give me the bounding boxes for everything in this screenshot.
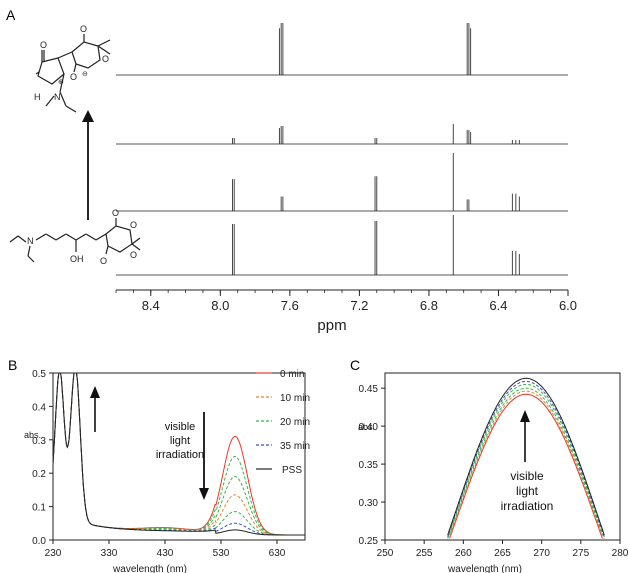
structure-bottom [9,218,141,263]
structure-top [35,34,111,113]
chart-c-xtick-label: 250 [377,548,394,559]
legend-label-pss: PSS [282,465,302,476]
svg-text:O: O [130,250,137,260]
nmr-axis-label: ppm [317,317,346,334]
svg-text:H: H [34,92,41,102]
chart-b-ytick-label: 0.2 [32,469,46,480]
chart-c-xlabel: wavelength (nm) [447,564,522,573]
svg-text:O: O [102,54,109,64]
svg-text:N: N [27,236,34,246]
chart-c-series-line [449,387,603,536]
svg-text:O: O [100,256,107,266]
chart-b-xtick-label: 230 [45,548,62,559]
chart-c-series-line [449,393,603,539]
chart-c-series-line [447,377,605,536]
chart-b-ytick-label: 0.3 [32,436,46,447]
chart-c-xtick-label: 280 [612,548,629,559]
legend-label-0min: 0 min [280,369,304,380]
chart-c-ytick-label: 0.30 [359,498,379,509]
legend-label-20min: 20 min [280,417,310,428]
nmr-tick-label: 6.8 [420,298,438,313]
chart-c-ytick-label: 0.45 [359,384,379,395]
svg-text:O: O [80,24,87,34]
svg-text:O: O [112,208,119,218]
chart-b-xtick-label: 630 [269,548,286,559]
chart-c: 0.25 0.30 0.35 0.40 0.45 250 255 260 265 270 275 28… [359,372,629,559]
chart-b: 0.0 0.1 0.2 0.3 0.4 0.5 230 330 430 530 630 [32,369,306,559]
chart-b-ytick-label: 0.4 [32,402,46,413]
legend-label-35min: 35 min [280,441,310,452]
chart-c-annotation-line-2: light [516,484,539,498]
chart-c-xtick-label: 270 [533,548,550,559]
svg-text:O: O [130,220,137,230]
svg-text:OH: OH [70,254,84,264]
nmr-tick-label: 8.4 [142,298,160,313]
svg-text:⊖: ⊖ [82,71,88,78]
chart-c-xtick-label: 275 [572,548,589,559]
chart-c-ytick-label: 0.25 [359,536,379,547]
chart-c-xtick-label: 260 [455,548,472,559]
chart-b-xtick-label: 430 [157,548,174,559]
chart-b-annotation-line-2: light [170,435,190,447]
nmr-tick-label: 6.4 [489,298,507,313]
chart-c-ytick-label: 0.35 [359,460,379,471]
chart-c-ylabel: abs. [358,422,375,432]
svg-text:O: O [40,40,47,50]
chart-c-xtick-label: 255 [416,548,433,559]
nmr-tick-label: 7.6 [281,298,299,313]
chart-c-xtick-label: 265 [494,548,511,559]
chart-c-series-line [447,383,605,539]
chart-c-annotation-line-3: irradiation [501,499,554,513]
chart-b-ytick-label: 0.0 [32,536,46,547]
panel-label-a: A [6,7,16,23]
nmr-tick-label: 8.0 [211,298,229,313]
chart-c-series-line [447,380,605,537]
chart-b-annotation-line-3: irradiation [156,449,204,461]
chart-b-ytick-label: 0.5 [32,369,46,380]
svg-text:⊕: ⊕ [58,79,64,86]
chart-b-up-arrow [90,386,100,432]
chart-b-series-line [52,372,305,536]
panel-label-c: C [350,357,360,373]
panel-label-b: B [8,357,17,373]
structure-bottom-atoms: N OH O O O O [27,208,137,266]
chart-b-xtick-label: 530 [213,548,230,559]
svg-text:O: O [70,72,77,82]
nmr-tick-label: 7.2 [350,298,368,313]
chart-c-series-line [449,390,603,537]
chart-b-xtick-label: 330 [101,548,118,559]
chart-b-down-arrow [199,412,209,500]
chart-b-ylabel: abs. [24,430,41,440]
chart-b-legend: 0 min 10 min 20 min 35 min PSS [256,369,310,476]
structure-top-atoms: O O O O H N ⊕ ⊖ [34,24,109,102]
chart-c-frame [384,372,621,541]
nmr-axis: 8.4 8.0 7.6 7.2 6.8 6.4 6.0 [115,289,577,313]
nmr-spectra [116,23,568,276]
chart-b-annotation-line-1: visible [165,421,196,433]
chart-c-up-arrow [520,410,530,462]
chart-c-ytick-label: 0.40 [359,422,379,433]
chart-b-ytick-label: 0.1 [32,503,46,514]
nmr-tick-label: 6.0 [559,298,577,313]
svg-text:N: N [54,92,61,102]
chart-b-xlabel: wavelength (nm) [112,564,187,573]
reaction-arrow-head [82,110,94,122]
legend-label-10min: 10 min [280,393,310,404]
chart-c-annotation-line-1: visible [510,469,544,483]
